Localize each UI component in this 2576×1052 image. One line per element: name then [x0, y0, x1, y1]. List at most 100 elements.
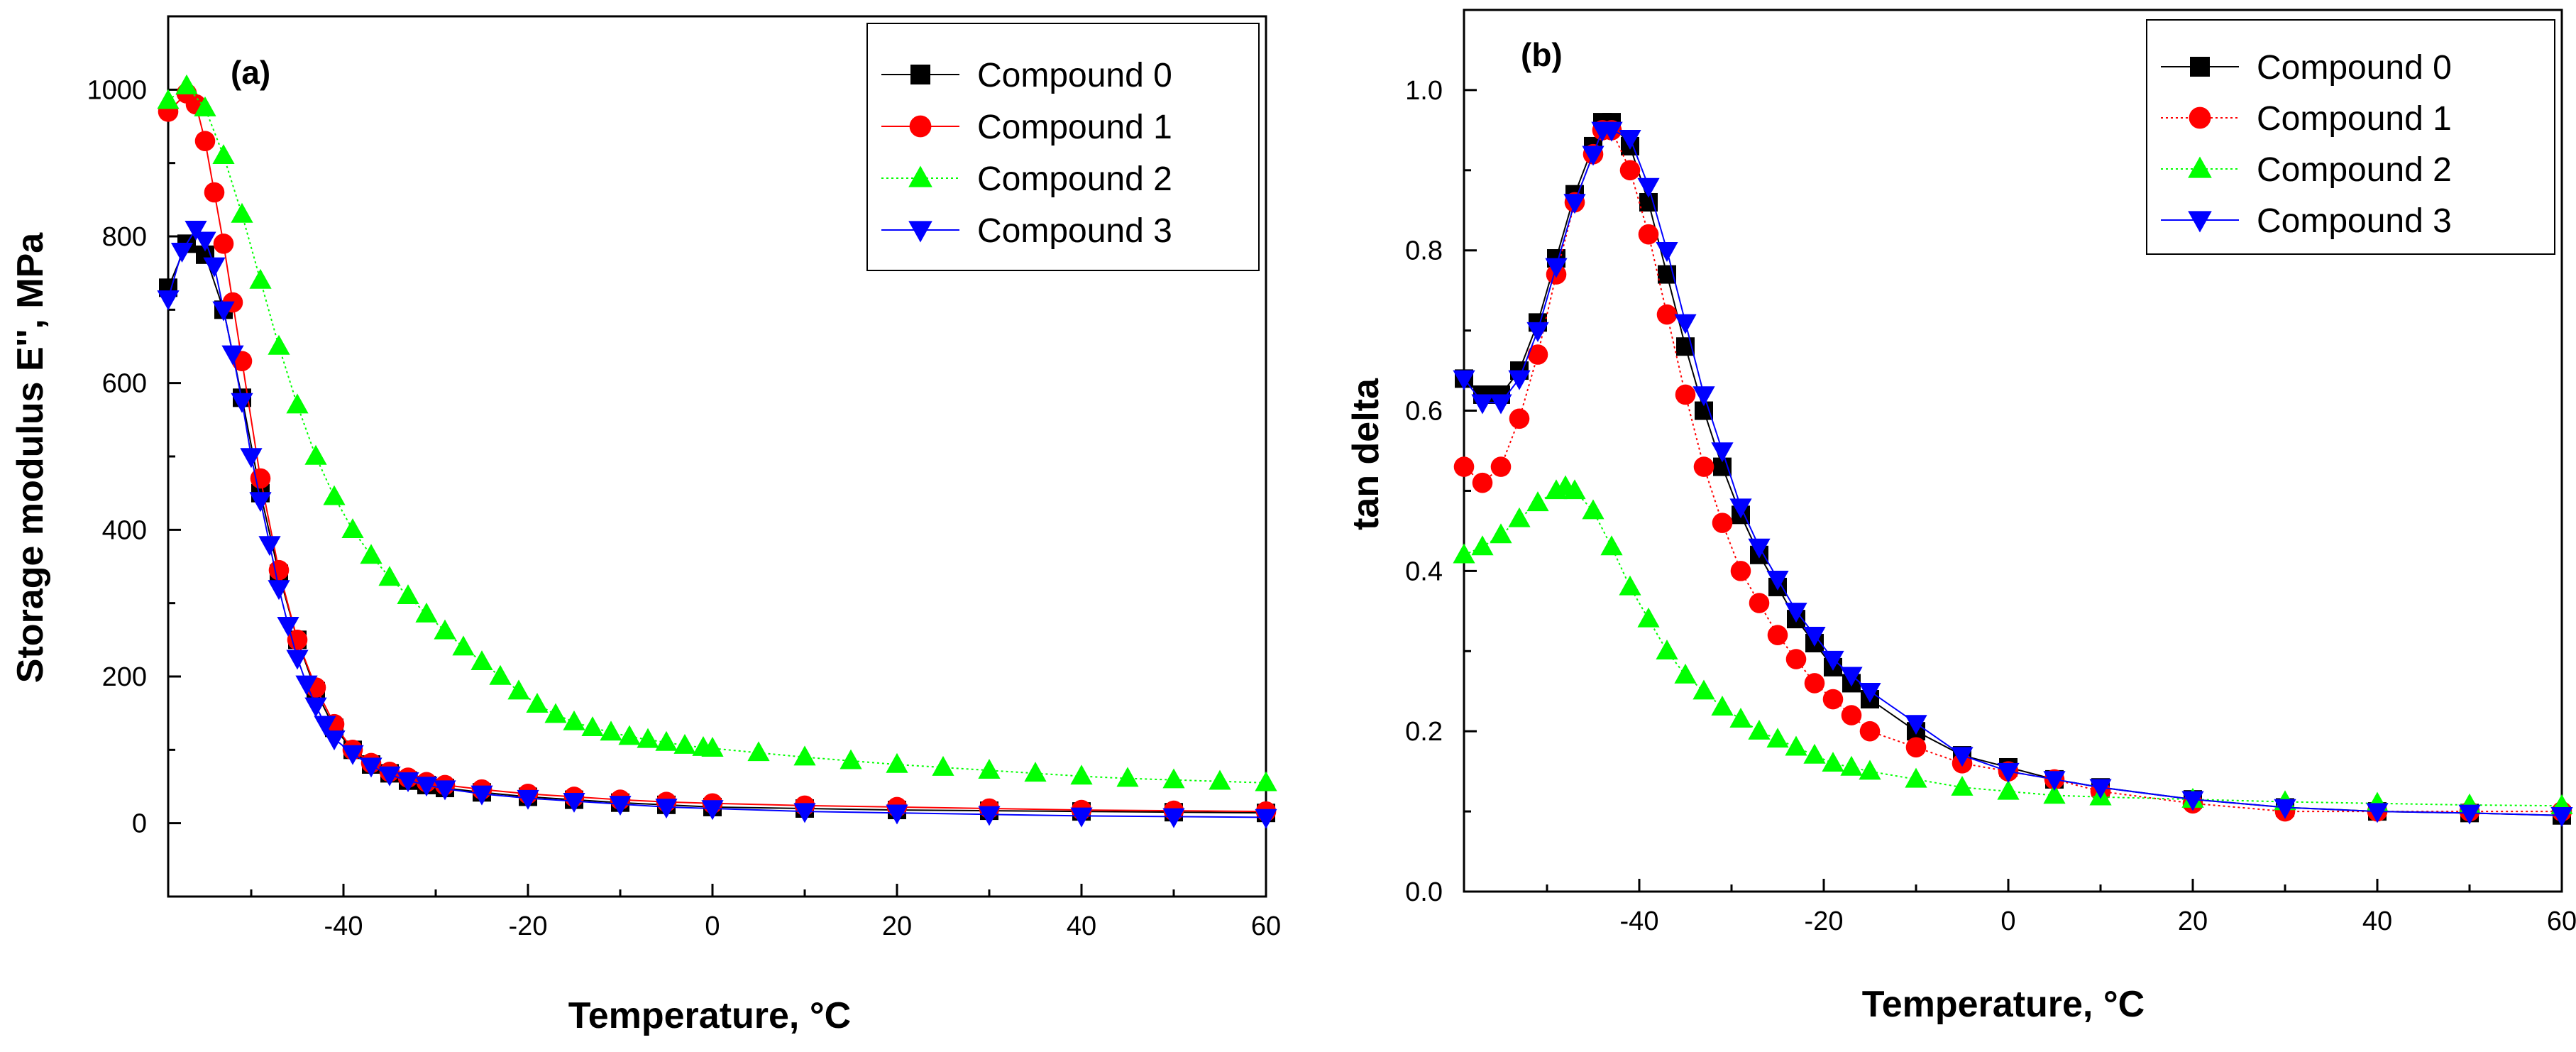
y-tick-label: 0.6 — [1405, 397, 1443, 427]
data-point — [341, 518, 364, 539]
series-compound-3 — [1453, 121, 2573, 827]
data-point — [618, 725, 641, 745]
data-point — [434, 619, 456, 640]
data-point — [194, 96, 216, 116]
legend-label: Compound 2 — [2257, 151, 2452, 189]
data-point — [360, 544, 382, 564]
data-point — [1859, 760, 1881, 780]
data-point — [1822, 689, 1844, 710]
data-point — [563, 710, 585, 730]
chart-b-plot-area: -40 -20 0 20 40 60 0.0 0.2 0.4 0.6 0.8 1.0 (b) — [1405, 9, 2576, 936]
data-point — [268, 580, 290, 601]
data-point — [258, 536, 281, 557]
data-point — [1730, 561, 1751, 581]
legend-label: Compound 0 — [977, 57, 1172, 94]
x-tick-label: 40 — [2362, 906, 2392, 936]
series-compound-2 — [157, 74, 1277, 791]
legend-marker — [910, 65, 930, 84]
data-point — [1508, 507, 1531, 527]
data-point — [526, 693, 549, 713]
data-point — [277, 616, 299, 637]
chart-a-legend: Compound 0 Compound 1 Compound 2 Compound 3 — [866, 23, 1260, 271]
data-point — [747, 741, 770, 762]
x-tick-label: -20 — [1805, 906, 1844, 936]
data-point — [221, 345, 244, 366]
data-point — [2043, 771, 2066, 791]
data-point — [397, 584, 419, 605]
y-tick-label: 0 — [132, 809, 147, 839]
legend-label: Compound 3 — [2257, 202, 2452, 240]
data-point — [231, 393, 253, 413]
data-point — [1766, 728, 1789, 748]
data-point — [1527, 344, 1548, 365]
data-point — [295, 675, 318, 696]
chart-b-ticks: -40 -20 0 20 40 60 0.0 0.2 0.4 0.6 0.8 1.0 — [1405, 76, 2576, 936]
data-point — [1637, 177, 1660, 198]
data-point — [1453, 456, 1475, 477]
data-point — [212, 301, 235, 322]
data-point — [323, 485, 346, 505]
data-point — [1997, 779, 2020, 800]
data-point — [1905, 715, 1927, 735]
data-point — [793, 803, 816, 823]
legend-box — [2146, 19, 2555, 255]
y-tick-label: 0.0 — [1405, 877, 1443, 907]
legend-marker — [908, 165, 932, 187]
data-point — [1804, 673, 1825, 694]
data-point — [793, 745, 816, 766]
series-line — [1463, 129, 2562, 813]
data-point — [978, 806, 1001, 826]
data-point — [1748, 719, 1771, 740]
legend-label: Compound 0 — [2257, 49, 2452, 87]
data-point — [1748, 538, 1771, 559]
data-point — [185, 220, 207, 241]
data-point — [489, 664, 512, 685]
data-point — [1785, 735, 1807, 756]
chart-b-panel-label: (b) — [1521, 36, 1563, 73]
x-tick-label: 60 — [2547, 906, 2576, 936]
data-point — [203, 257, 226, 278]
legend-marker — [909, 115, 932, 138]
series-compound-3 — [157, 220, 1277, 829]
x-tick-label: 0 — [705, 911, 720, 941]
y-tick-label: 1000 — [87, 75, 147, 105]
data-point — [286, 393, 309, 414]
data-point — [194, 131, 216, 151]
data-point — [609, 796, 632, 816]
data-point — [1582, 499, 1605, 520]
data-point — [1619, 160, 1641, 181]
y-tick-label: 1.0 — [1405, 76, 1443, 106]
chart-b-frame — [1463, 9, 2563, 893]
data-point — [1905, 737, 1927, 758]
y-tick-label: 200 — [102, 662, 147, 692]
legend-marker — [2189, 106, 2211, 129]
chart-b-legend: Compound 0 Compound 1 Compound 2 Compound 3 — [2146, 19, 2555, 255]
data-point — [1859, 720, 1881, 742]
data-point — [1116, 767, 1139, 787]
data-point — [1472, 472, 1493, 493]
data-point — [360, 757, 382, 778]
x-tick-label: -40 — [324, 911, 363, 941]
data-point — [2043, 784, 2066, 804]
x-tick-label: 60 — [1251, 911, 1281, 941]
data-point — [2366, 803, 2389, 823]
y-tick-label: 0.4 — [1405, 557, 1443, 586]
x-tick-label: 40 — [1067, 911, 1096, 941]
data-point — [194, 231, 216, 252]
data-point — [1209, 769, 1231, 790]
data-point — [1711, 696, 1734, 716]
data-point — [1563, 479, 1586, 500]
data-point — [1471, 535, 1494, 556]
data-point — [1490, 456, 1512, 477]
data-point — [1729, 707, 1752, 728]
data-point — [2550, 807, 2573, 827]
data-point — [268, 334, 290, 355]
data-point — [204, 182, 225, 203]
data-point — [1638, 224, 1659, 245]
data-point — [1453, 543, 1475, 564]
data-point — [1729, 498, 1752, 519]
data-point — [1490, 394, 1512, 415]
